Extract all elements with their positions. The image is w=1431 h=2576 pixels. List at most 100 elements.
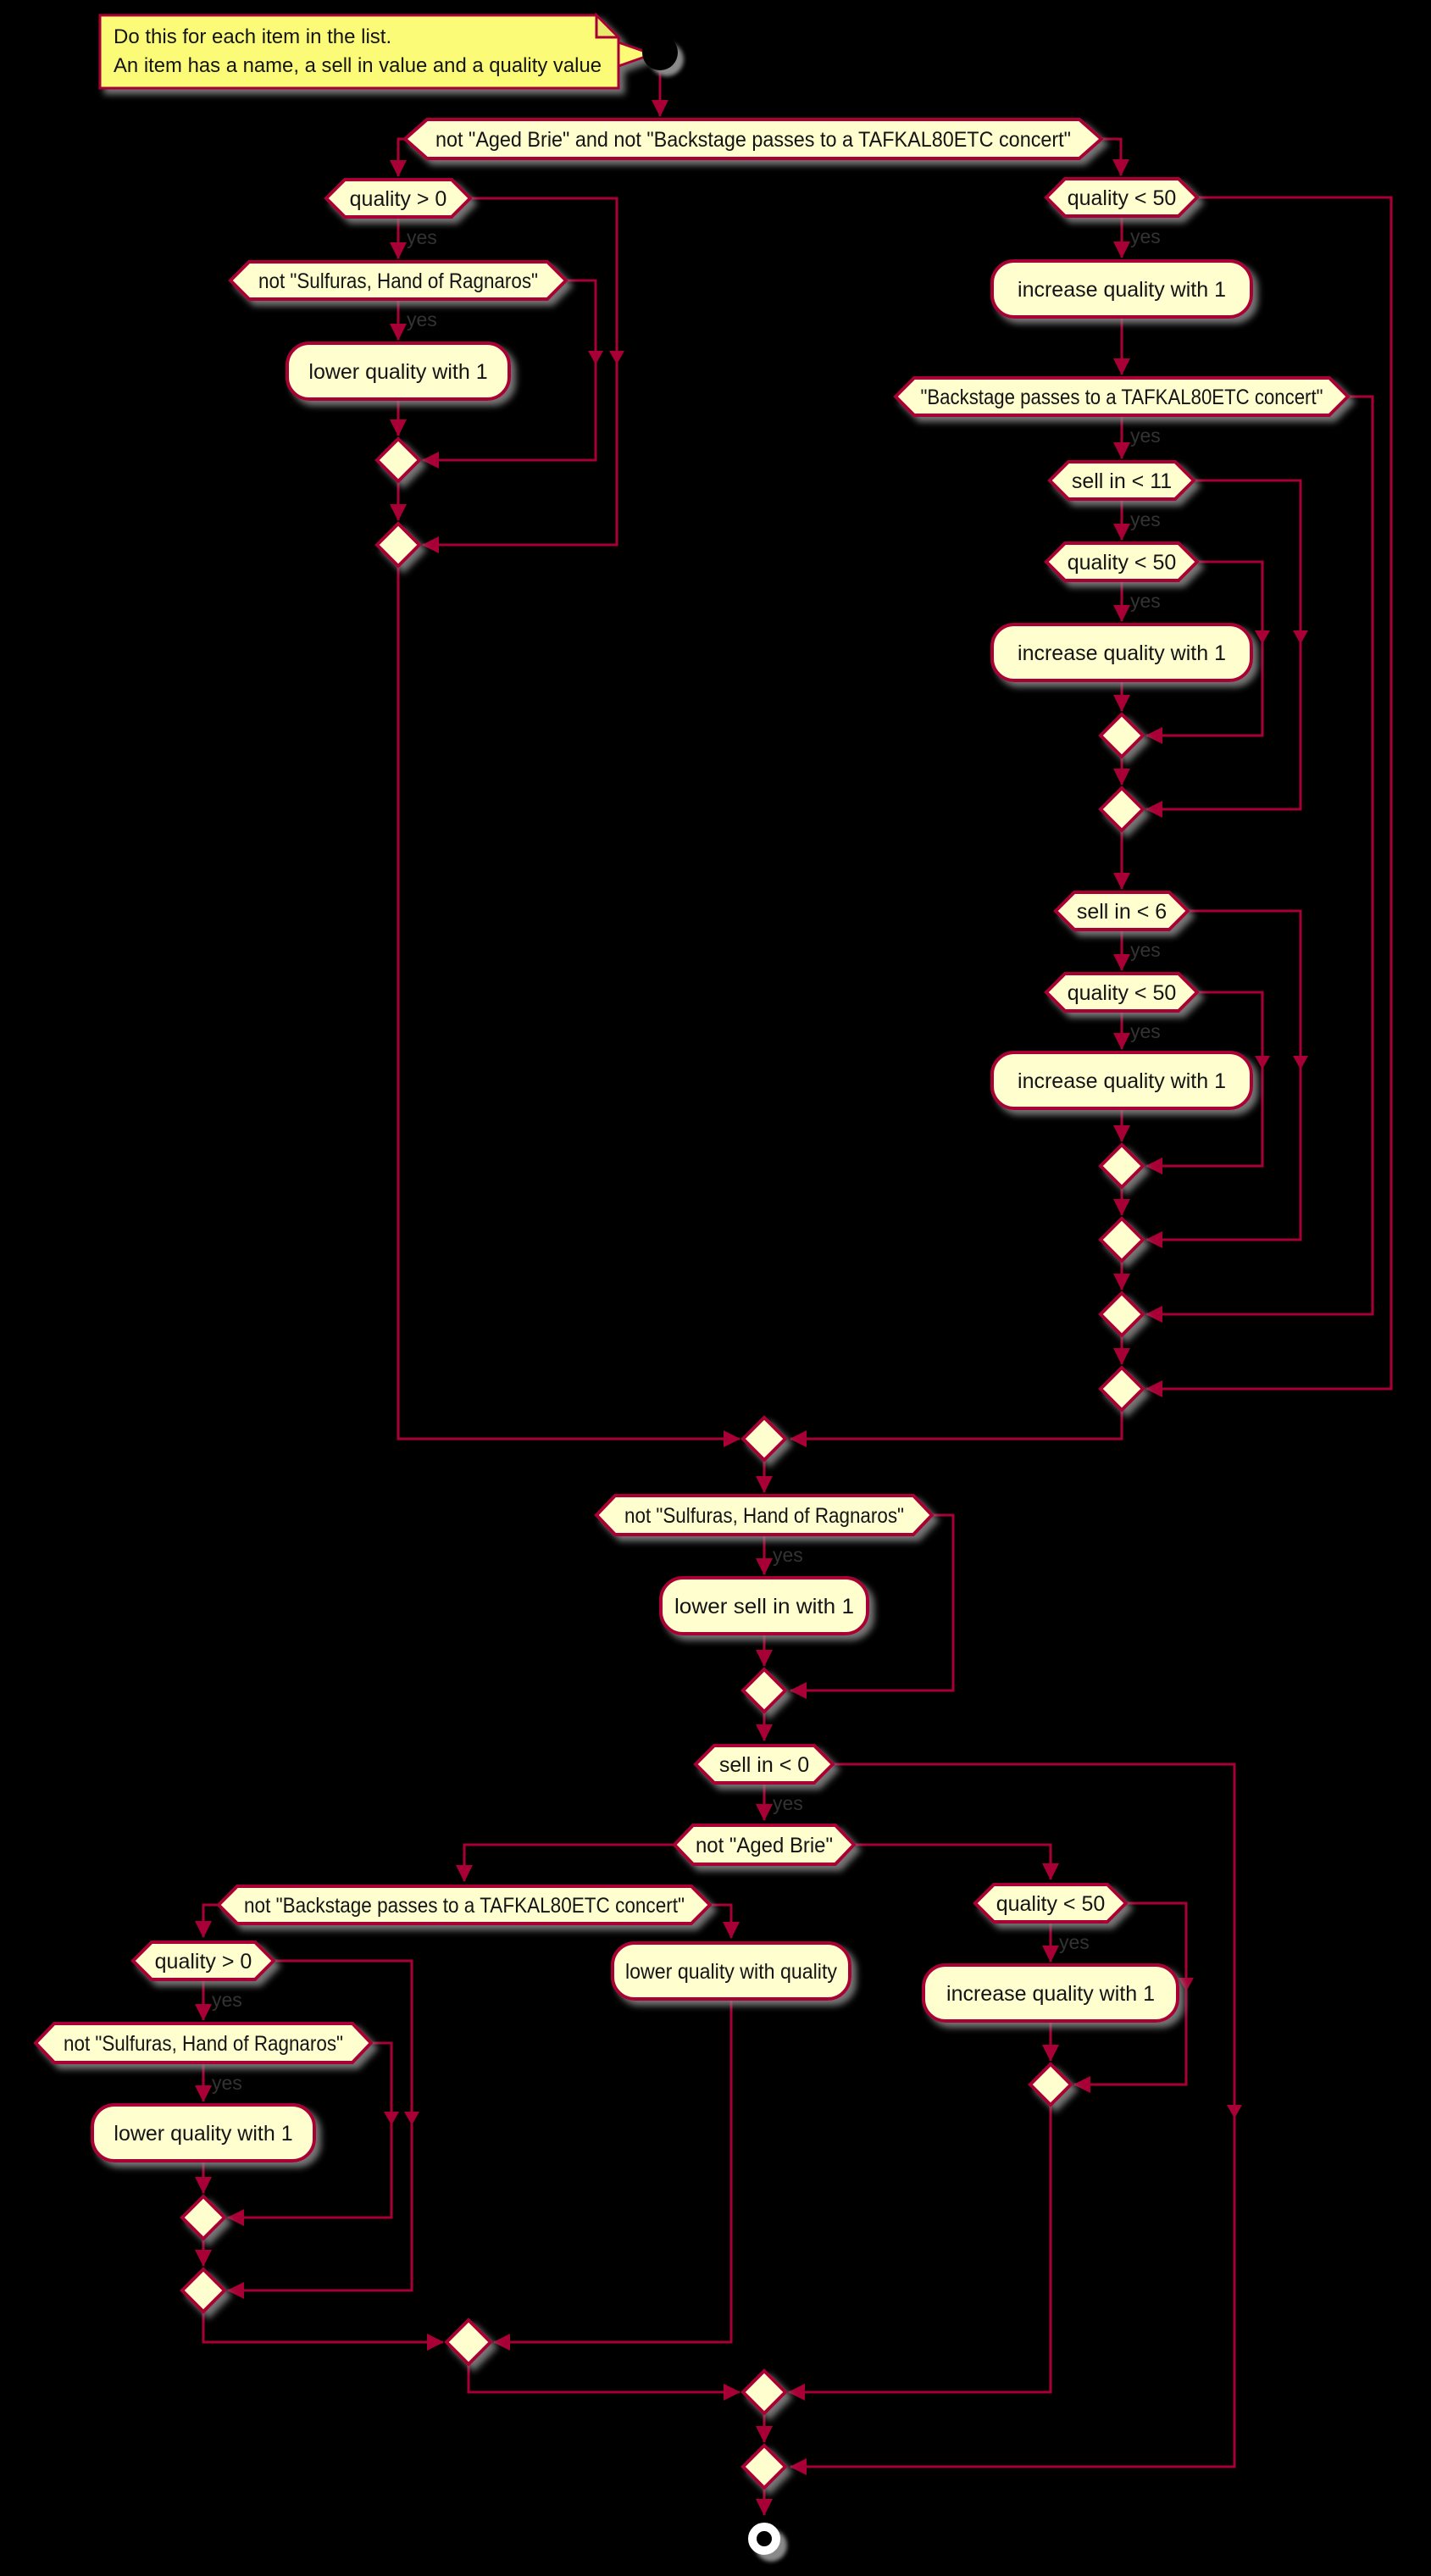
- flow-edges: [195, 71, 1393, 2516]
- edge: [1145, 479, 1302, 818]
- mid-arrowhead: [404, 2112, 419, 2125]
- activity-lower-quality-1-label: lower quality with 1: [114, 2122, 292, 2146]
- edge: [1073, 1901, 1188, 2093]
- condition-sell-in-lt-11: [1047, 460, 1196, 501]
- edge: [227, 2041, 393, 2226]
- activity-lower-quality-1-label: lower quality with 1: [308, 360, 487, 384]
- activity-lower-quality-1: [91, 2103, 316, 2162]
- condition-sell-in-lt-11-label: sell in < 11: [1072, 469, 1172, 493]
- condition-quality-gt-0: [324, 178, 473, 219]
- end-node: [748, 2523, 787, 2562]
- merge-diamond: [1098, 1216, 1145, 1263]
- edge: [422, 197, 618, 553]
- condition-quality-lt-50: [973, 1883, 1129, 1924]
- activity-increase-quality-1: [990, 259, 1253, 319]
- start-node: [642, 35, 684, 76]
- mid-arrowhead: [1179, 1978, 1194, 1991]
- condition-not-sulfuras: [33, 2022, 374, 2064]
- edge: [854, 1843, 1059, 1880]
- activity-increase-quality-1-label: increase quality with 1: [946, 1982, 1155, 2006]
- activity-increase-quality-1: [990, 623, 1253, 682]
- branch-labels: yes yes yes yes yes yes yes yes yes yes …: [212, 225, 1161, 2094]
- merge-diamond: [1098, 712, 1145, 759]
- mid-arrowhead: [609, 351, 624, 364]
- yes-label: yes: [1130, 425, 1161, 447]
- edge-main-yes-left: [390, 137, 407, 177]
- yes-label: yes: [407, 226, 437, 248]
- merge-diamond: [1098, 1142, 1145, 1190]
- yes-label: yes: [1130, 225, 1161, 247]
- merge-diamond: [374, 521, 422, 569]
- condition-quality-lt-50-label: quality < 50: [1068, 186, 1177, 210]
- condition-main-label: not "Aged Brie" and not "Backstage passe…: [435, 128, 1071, 152]
- edge-left-to-big-merge: [397, 566, 740, 1447]
- condition-main: [402, 118, 1105, 160]
- activity-increase-quality-1-label: increase quality with 1: [1018, 1069, 1226, 1093]
- edge-sellin0-no: [790, 1763, 1236, 2475]
- merge-diamond: [1098, 1291, 1145, 1338]
- activity-increase-quality-1: [990, 1051, 1253, 1110]
- edge-lowerqq-down: [493, 1999, 733, 2351]
- condition-quality-lt-50-label: quality < 50: [1068, 551, 1177, 575]
- yes-label: yes: [1130, 508, 1161, 530]
- edge-backstage-no: [1145, 395, 1374, 1323]
- condition-not-aged-brie: [672, 1824, 857, 1866]
- yes-label: yes: [1130, 590, 1161, 612]
- condition-not-aged-brie-label: not "Aged Brie": [696, 1834, 833, 1857]
- activity-lower-sell-in-1-label: lower sell in with 1: [674, 1595, 854, 1618]
- merge-diamond: [180, 2267, 227, 2314]
- merge-diamond: [1028, 2062, 1073, 2107]
- mid-arrowhead: [1227, 2105, 1242, 2118]
- mid-arrowhead: [1293, 630, 1308, 644]
- mid-arrowhead: [1255, 630, 1270, 644]
- condition-backstage: [893, 376, 1351, 417]
- yes-label: yes: [212, 1989, 242, 2011]
- yes-label: yes: [1130, 939, 1161, 961]
- condition-not-sulfuras-label: not "Sulfuras, Hand of Ragnaros": [624, 1504, 904, 1528]
- edge: [202, 2312, 444, 2351]
- mid-arrowhead: [384, 2112, 399, 2125]
- edge: [710, 1903, 740, 1939]
- yes-label: yes: [1130, 1020, 1161, 1042]
- merge-diamond-main: [740, 1415, 788, 1463]
- condition-quality-lt-50: [1044, 177, 1200, 218]
- activity-lower-quality-with-quality: [611, 1941, 851, 2001]
- yes-label: yes: [773, 1792, 803, 1814]
- edge: [1145, 909, 1302, 1248]
- note-pointer: [617, 40, 657, 69]
- condition-backstage-label: "Backstage passes to a TAFKAL80ETC conce…: [921, 386, 1323, 409]
- edge: [790, 1513, 955, 1699]
- merge-diamond: [180, 2194, 227, 2241]
- note-line-2: An item has a name, a sell in value and …: [114, 54, 602, 77]
- edge: [1145, 991, 1264, 1174]
- edge: [227, 1959, 413, 2299]
- merge-diamond: [740, 2368, 788, 2416]
- condition-not-backstage: [216, 1885, 713, 1925]
- merge-diamond: [740, 2443, 788, 2490]
- edge-quality50-no-far: [1145, 196, 1393, 1397]
- activity-lower-sell-in-1: [659, 1576, 869, 1635]
- condition-quality-lt-50-label: quality < 50: [1068, 981, 1177, 1005]
- condition-not-sulfuras: [594, 1494, 935, 1536]
- condition-sell-in-lt-6-label: sell in < 6: [1077, 900, 1167, 924]
- edge: [195, 1903, 219, 1938]
- activity-lower-quality-with-quality-label: lower quality with quality: [625, 1960, 837, 1984]
- activity-lower-quality-1: [286, 341, 511, 401]
- edge: [456, 1843, 674, 1882]
- condition-quality-lt-50-label: quality < 50: [996, 1892, 1106, 1916]
- condition-sell-in-lt-6: [1053, 891, 1190, 931]
- condition-sell-in-lt-0: [693, 1744, 835, 1785]
- mid-arrowhead: [1255, 1056, 1270, 1069]
- yes-label: yes: [212, 2072, 242, 2094]
- condition-not-sulfuras-label: not "Sulfuras, Hand of Ragnaros": [258, 269, 538, 293]
- yes-label: yes: [407, 308, 437, 330]
- condition-quality-lt-50: [1044, 541, 1200, 582]
- merge-diamond: [740, 1667, 788, 1714]
- edge: [788, 2105, 1052, 2401]
- condition-quality-gt-0-label: quality > 0: [155, 1950, 252, 1974]
- condition-not-backstage-label: not "Backstage passes to a TAFKAL80ETC c…: [244, 1894, 685, 1918]
- yes-label: yes: [1059, 1931, 1090, 1953]
- merge-diamond: [1098, 1365, 1145, 1413]
- condition-not-sulfuras: [228, 260, 569, 301]
